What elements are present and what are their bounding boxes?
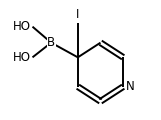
Text: HO: HO — [13, 51, 31, 64]
Text: I: I — [76, 8, 80, 21]
Text: HO: HO — [13, 20, 31, 33]
Text: B: B — [47, 36, 55, 49]
Text: N: N — [126, 80, 135, 93]
